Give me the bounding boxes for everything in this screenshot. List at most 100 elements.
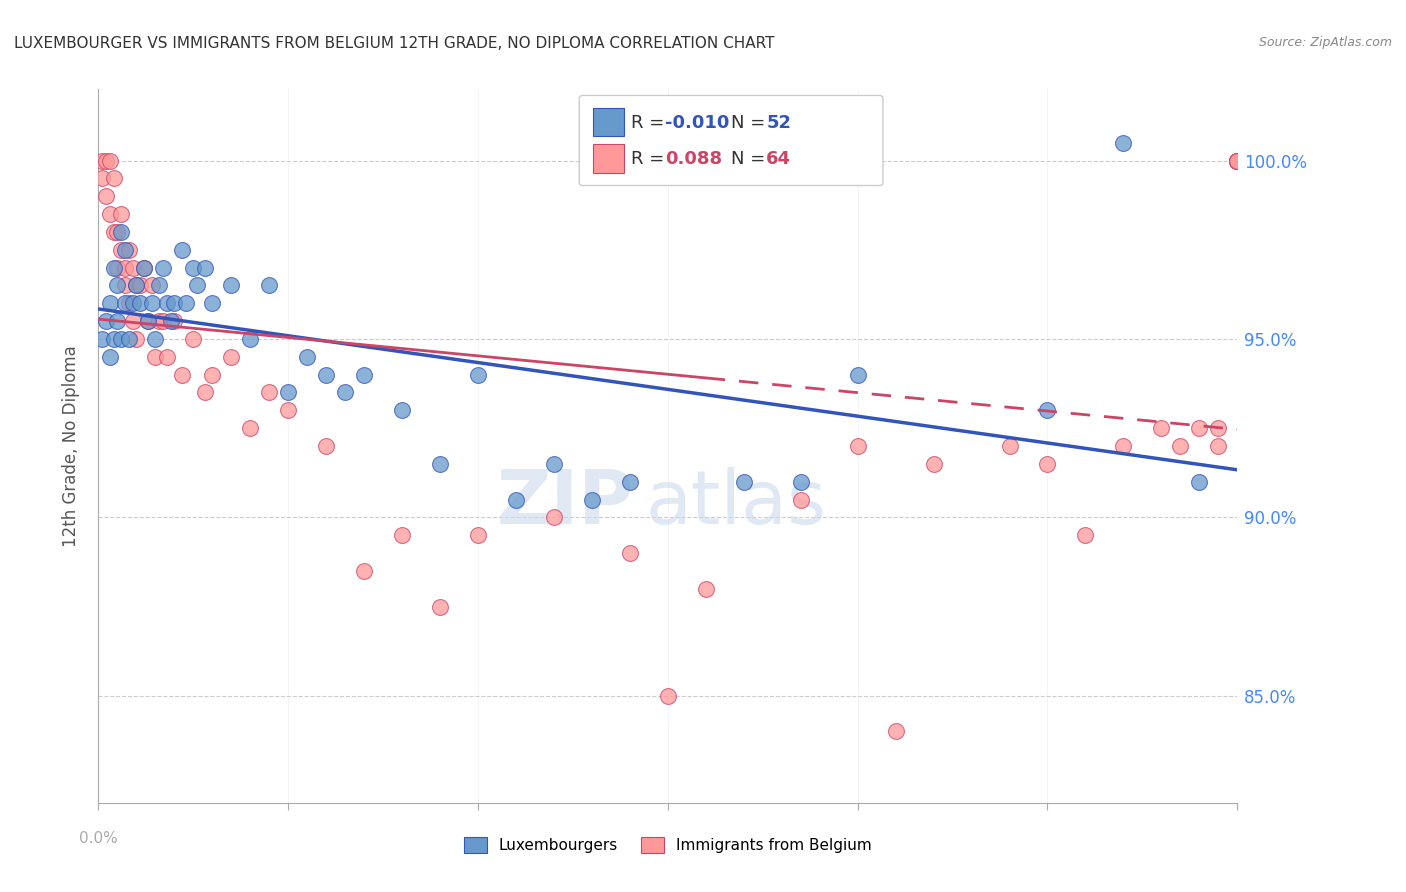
Point [107, 314, 129, 328]
Point [129, 278, 152, 293]
Point [98, 207, 121, 221]
Point [136, 314, 159, 328]
Point [98, 153, 121, 168]
Text: Source: ZipAtlas.com: Source: ZipAtlas.com [1258, 36, 1392, 49]
Point [125, 332, 148, 346]
Point [91, 332, 114, 346]
Point [141, 278, 163, 293]
Point [998, 439, 1021, 453]
Point [1226, 153, 1249, 168]
Point [201, 368, 224, 382]
Point [1226, 153, 1249, 168]
Point [156, 296, 179, 310]
Text: R =: R = [631, 113, 671, 132]
Point [107, 225, 129, 239]
Point [221, 350, 243, 364]
Point [315, 368, 337, 382]
Point [429, 457, 451, 471]
Legend: Luxembourgers, Immigrants from Belgium: Luxembourgers, Immigrants from Belgium [457, 831, 879, 859]
Point [148, 278, 170, 293]
Point [121, 296, 143, 310]
Point [1112, 439, 1135, 453]
Point [98, 296, 121, 310]
Point [581, 492, 603, 507]
Point [657, 689, 679, 703]
Point [201, 296, 224, 310]
Point [183, 332, 205, 346]
Point [467, 368, 489, 382]
Point [129, 296, 152, 310]
Point [183, 260, 205, 275]
Text: ZIP: ZIP [496, 467, 634, 540]
Point [467, 528, 489, 542]
Point [239, 332, 262, 346]
Point [1226, 153, 1249, 168]
Point [170, 368, 193, 382]
Point [156, 350, 179, 364]
Point [543, 510, 565, 524]
Point [91, 153, 114, 168]
Point [159, 314, 181, 328]
Point [91, 171, 114, 186]
Text: 0.088: 0.088 [665, 150, 723, 168]
Point [353, 368, 375, 382]
Point [107, 278, 129, 293]
Point [103, 225, 125, 239]
Text: 64: 64 [766, 150, 792, 168]
Point [98, 350, 121, 364]
Point [1226, 153, 1249, 168]
Point [132, 260, 155, 275]
Point [733, 475, 755, 489]
Point [1188, 421, 1211, 435]
Point [118, 332, 141, 346]
Text: LUXEMBOURGER VS IMMIGRANTS FROM BELGIUM 12TH GRADE, NO DIPLOMA CORRELATION CHART: LUXEMBOURGER VS IMMIGRANTS FROM BELGIUM … [14, 36, 775, 51]
Point [505, 492, 527, 507]
Point [136, 314, 159, 328]
Point [297, 350, 319, 364]
Text: R =: R = [631, 150, 671, 168]
Point [141, 296, 163, 310]
Point [163, 296, 186, 310]
Point [114, 243, 136, 257]
Point [103, 260, 125, 275]
Point [619, 475, 641, 489]
Point [174, 296, 197, 310]
Point [1074, 528, 1097, 542]
Point [194, 260, 217, 275]
Point [1226, 153, 1249, 168]
Point [110, 243, 132, 257]
Point [884, 724, 907, 739]
Text: -0.010: -0.010 [665, 113, 730, 132]
Text: atlas: atlas [645, 467, 827, 540]
Point [1208, 439, 1230, 453]
Point [1036, 457, 1059, 471]
Text: N =: N = [731, 113, 770, 132]
Point [1150, 421, 1173, 435]
Point [118, 243, 141, 257]
Point [846, 368, 869, 382]
Point [277, 403, 299, 417]
Point [259, 278, 281, 293]
Text: 52: 52 [766, 113, 792, 132]
Point [103, 332, 125, 346]
Point [114, 278, 136, 293]
Point [391, 528, 413, 542]
Point [391, 403, 413, 417]
Point [695, 582, 717, 596]
Point [148, 314, 170, 328]
Point [221, 278, 243, 293]
Point [790, 492, 813, 507]
Point [163, 314, 186, 328]
Point [114, 260, 136, 275]
Point [1036, 403, 1059, 417]
Point [1170, 439, 1192, 453]
Point [118, 296, 141, 310]
Point [922, 457, 945, 471]
Point [429, 599, 451, 614]
Point [114, 296, 136, 310]
Point [170, 243, 193, 257]
Point [125, 278, 148, 293]
Text: N =: N = [731, 150, 770, 168]
Point [94, 153, 117, 168]
Point [259, 385, 281, 400]
